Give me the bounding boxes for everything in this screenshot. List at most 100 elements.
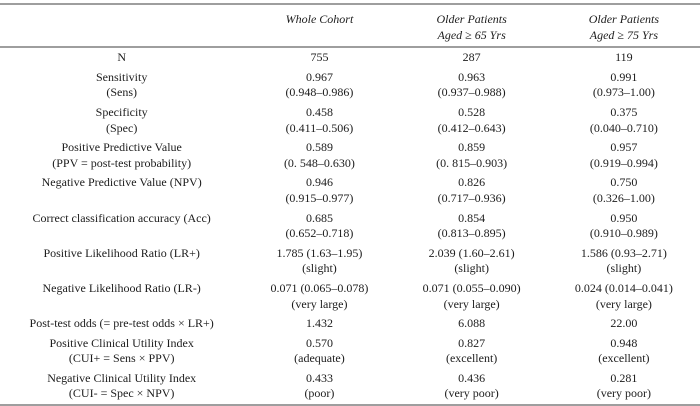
row-value-line: 0.528 bbox=[458, 104, 486, 119]
row-value-line: 1.785 (1.63–1.95) bbox=[276, 245, 363, 260]
row-value-cell: 0.827 (excellent) bbox=[396, 334, 548, 369]
row-value-line: 755 bbox=[310, 50, 329, 65]
row-value-line: (0.411–0.506) bbox=[285, 120, 354, 135]
header-older-65: Older Patients Aged ≥ 65 Yrs bbox=[395, 4, 548, 49]
table-row-lr-minus: Negative Likelihood Ratio (LR-) 0.071 (0.… bbox=[0, 279, 700, 314]
row-label-cell: Post-test odds (= pre-test odds × LR+) bbox=[0, 314, 243, 334]
row-label-cell: Negative Likelihood Ratio (LR-) bbox=[0, 279, 243, 314]
row-value-cell: 0.950 (0.910–0.989) bbox=[548, 209, 700, 244]
row-value-cell: 0.024 (0.014–0.041) (very large) bbox=[548, 279, 700, 314]
row-value-line: 0.071 (0.065–0.078) bbox=[270, 280, 369, 295]
row-value-cell: 6.088 bbox=[396, 314, 548, 334]
row-value-cell: 0.963 (0.937–0.988) bbox=[396, 68, 548, 103]
row-value-line: (0.973–1.00) bbox=[592, 85, 655, 100]
header-row: Whole Cohort Older Patients Aged ≥ 65 Yr… bbox=[0, 4, 700, 49]
row-label-cell: Positive Likelihood Ratio (LR+) bbox=[0, 244, 243, 279]
row-value-cell: 2.039 (1.60–2.61) (slight) bbox=[396, 244, 548, 279]
row-label-cell: Correct classification accuracy (Acc) bbox=[0, 209, 243, 244]
row-value-line: 1.586 (0.93–2.71) bbox=[580, 245, 667, 260]
row-value-line: 0.685 bbox=[305, 210, 333, 225]
row-value-line: 0.957 bbox=[610, 140, 638, 155]
row-value-line: 0.750 bbox=[610, 175, 638, 190]
row-label-cell: Negative Clinical Utility Index (CUI- = S… bbox=[0, 369, 243, 405]
table-row-cui-minus: Negative Clinical Utility Index (CUI- = S… bbox=[0, 369, 700, 405]
header-line: Aged ≥ 65 Yrs bbox=[437, 27, 506, 42]
table-row-sensitivity: Sensitivity (Sens) 0.967 (0.948–0.986) 0.963… bbox=[0, 68, 700, 103]
row-value-cell: 0.991 (0.973–1.00) bbox=[548, 68, 700, 103]
row-value-line: (slight) bbox=[454, 261, 489, 276]
row-value-line: (0.948–0.986) bbox=[285, 85, 354, 100]
row-value-cell: 1.432 bbox=[243, 314, 395, 334]
row-value-cell: 755 bbox=[243, 47, 395, 68]
table-row-lr-plus: Positive Likelihood Ratio (LR+) 1.785 (1.… bbox=[0, 244, 700, 279]
row-value-line: 0.967 bbox=[305, 69, 333, 84]
row-label-line: Post-test odds (= pre-test odds × LR+) bbox=[29, 316, 214, 331]
header-line: Older Patients bbox=[588, 12, 660, 26]
row-label-line: Positive Clinical Utility Index bbox=[49, 335, 194, 350]
row-value-cell: 0.589 (0. 548–0.630) bbox=[243, 138, 395, 173]
header-whole-cohort: Whole Cohort bbox=[243, 4, 396, 49]
row-value-line: (0.915–0.977) bbox=[285, 190, 354, 205]
header-line: Aged ≥ 75 Yrs bbox=[589, 27, 658, 42]
row-value-line: (very large) bbox=[443, 296, 500, 311]
row-value-line: 119 bbox=[615, 50, 633, 65]
table-row-ppv: Positive Predictive Value (PPV = post-tes… bbox=[0, 138, 700, 173]
table-row-post-test-odds: Post-test odds (= pre-test odds × LR+) 1.… bbox=[0, 314, 700, 334]
row-value-cell: 0.071 (0.055–0.090) (very large) bbox=[396, 279, 548, 314]
row-label-line: (Spec) bbox=[106, 120, 138, 135]
row-label-line: Positive Likelihood Ratio (LR+) bbox=[43, 245, 200, 260]
row-value-line: (0.652–0.718) bbox=[285, 226, 354, 241]
row-value-cell: 1.586 (0.93–2.71) (slight) bbox=[548, 244, 700, 279]
row-value-line: (poor) bbox=[304, 386, 335, 401]
row-value-cell: 0.458 (0.411–0.506) bbox=[243, 103, 395, 138]
row-value-line: 0.281 bbox=[610, 370, 638, 385]
row-value-line: (excellent) bbox=[598, 351, 650, 366]
row-value-line: (excellent) bbox=[445, 351, 498, 366]
row-value-cell: 119 bbox=[548, 47, 700, 68]
row-value-line: (0.919–0.994) bbox=[589, 155, 658, 170]
row-label-line: (PPV = post-test probability) bbox=[52, 155, 192, 170]
row-value-line: (0. 815–0.903) bbox=[436, 155, 508, 170]
header-line: Whole Cohort bbox=[285, 12, 354, 26]
row-value-line: (0.717–0.936) bbox=[437, 190, 506, 205]
header-older-75: Older Patients Aged ≥ 75 Yrs bbox=[547, 4, 700, 49]
row-value-cell: 0.433 (poor) bbox=[243, 369, 395, 405]
row-value-cell: 0.859 (0. 815–0.903) bbox=[396, 138, 548, 173]
row-value-line: (very poor) bbox=[596, 386, 652, 401]
table-row-n: N 755 287 119 bbox=[0, 47, 700, 68]
row-label-cell: Negative Predictive Value (NPV) bbox=[0, 173, 243, 208]
row-label-line: Negative Clinical Utility Index bbox=[47, 370, 197, 385]
row-value-cell: 22.00 bbox=[548, 314, 700, 334]
row-label-cell: Positive Predictive Value (PPV = post-tes… bbox=[0, 138, 243, 173]
diagnostic-metrics-table: Whole Cohort Older Patients Aged ≥ 65 Yr… bbox=[0, 3, 700, 406]
row-value-line: (0.813–0.895) bbox=[437, 226, 506, 241]
row-label-line: Correct classification accuracy (Acc) bbox=[32, 210, 211, 225]
row-value-line: 0.963 bbox=[458, 69, 486, 84]
table-row-specificity: Specificity (Spec) 0.458 (0.411–0.506) 0.528… bbox=[0, 103, 700, 138]
row-value-line: 0.589 bbox=[305, 140, 333, 155]
row-value-line: 0.991 bbox=[610, 69, 638, 84]
row-value-cell: 0.436 (very poor) bbox=[396, 369, 548, 405]
row-label-cell: Sensitivity (Sens) bbox=[0, 68, 243, 103]
row-label-line: Specificity bbox=[95, 104, 148, 119]
row-value-line: 2.039 (1.60–2.61) bbox=[428, 245, 515, 260]
row-value-cell: 1.785 (1.63–1.95) (slight) bbox=[243, 244, 395, 279]
row-label-line: (Sens) bbox=[106, 85, 137, 100]
row-label-line: Negative Predictive Value (NPV) bbox=[41, 175, 202, 190]
row-value-cell: 0.528 (0.412–0.643) bbox=[396, 103, 548, 138]
row-value-line: (0.910–0.989) bbox=[589, 226, 658, 241]
row-value-line: (very large) bbox=[291, 296, 348, 311]
row-value-cell: 0.685 (0.652–0.718) bbox=[243, 209, 395, 244]
row-value-line: 0.436 bbox=[458, 370, 486, 385]
row-value-line: (0.040–0.710) bbox=[589, 120, 658, 135]
row-value-line: (0.412–0.643) bbox=[437, 120, 506, 135]
row-value-line: 6.088 bbox=[458, 316, 486, 331]
row-label-line: Negative Likelihood Ratio (LR-) bbox=[42, 280, 201, 295]
row-label-cell: N bbox=[0, 47, 243, 68]
row-value-line: 0.375 bbox=[610, 104, 638, 119]
table-row-npv: Negative Predictive Value (NPV) 0.946 (0.9… bbox=[0, 173, 700, 208]
row-value-cell: 0.948 (excellent) bbox=[548, 334, 700, 369]
header-corner-cell bbox=[0, 4, 244, 49]
row-label-line: Sensitivity bbox=[96, 69, 148, 84]
